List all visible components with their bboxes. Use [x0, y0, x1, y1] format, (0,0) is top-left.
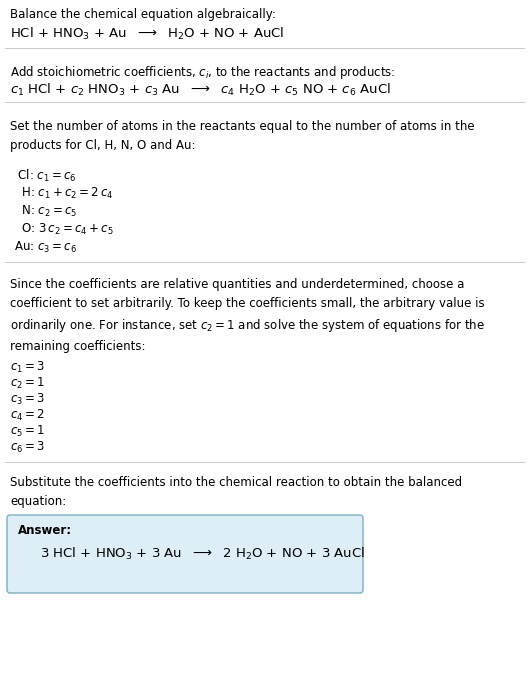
Text: Cl: $c_1 = c_6$: Cl: $c_1 = c_6$	[14, 168, 77, 184]
Text: Balance the chemical equation algebraically:: Balance the chemical equation algebraica…	[10, 8, 276, 21]
Text: 3 HCl + HNO$_3$ + 3 Au  $\longrightarrow$  2 H$_2$O + NO + 3 AuCl: 3 HCl + HNO$_3$ + 3 Au $\longrightarrow$…	[40, 546, 365, 562]
Text: Since the coefficients are relative quantities and underdetermined, choose a
coe: Since the coefficients are relative quan…	[10, 278, 485, 353]
Text: Set the number of atoms in the reactants equal to the number of atoms in the
pro: Set the number of atoms in the reactants…	[10, 120, 475, 152]
Text: $c_4 = 2$: $c_4 = 2$	[10, 408, 45, 423]
Text: N: $c_2 = c_5$: N: $c_2 = c_5$	[14, 204, 77, 219]
Text: $c_1$ HCl + $c_2$ HNO$_3$ + $c_3$ Au  $\longrightarrow$  $c_4$ H$_2$O + $c_5$ NO: $c_1$ HCl + $c_2$ HNO$_3$ + $c_3$ Au $\l…	[10, 82, 391, 98]
Text: Answer:: Answer:	[18, 524, 72, 537]
Text: $c_3 = 3$: $c_3 = 3$	[10, 392, 45, 407]
Text: $c_1 = 3$: $c_1 = 3$	[10, 360, 45, 375]
Text: Au: $c_3 = c_6$: Au: $c_3 = c_6$	[14, 240, 77, 255]
Text: H: $c_1 + c_2 = 2\,c_4$: H: $c_1 + c_2 = 2\,c_4$	[14, 186, 114, 201]
Text: $c_2 = 1$: $c_2 = 1$	[10, 376, 45, 391]
Text: HCl + HNO$_3$ + Au  $\longrightarrow$  H$_2$O + NO + AuCl: HCl + HNO$_3$ + Au $\longrightarrow$ H$_…	[10, 26, 285, 42]
Text: $c_5 = 1$: $c_5 = 1$	[10, 424, 45, 439]
Text: O: $3\,c_2 = c_4 + c_5$: O: $3\,c_2 = c_4 + c_5$	[14, 222, 114, 237]
Text: Substitute the coefficients into the chemical reaction to obtain the balanced
eq: Substitute the coefficients into the che…	[10, 476, 462, 508]
Text: Add stoichiometric coefficients, $c_i$, to the reactants and products:: Add stoichiometric coefficients, $c_i$, …	[10, 64, 395, 81]
Text: $c_6 = 3$: $c_6 = 3$	[10, 440, 45, 455]
FancyBboxPatch shape	[7, 515, 363, 593]
